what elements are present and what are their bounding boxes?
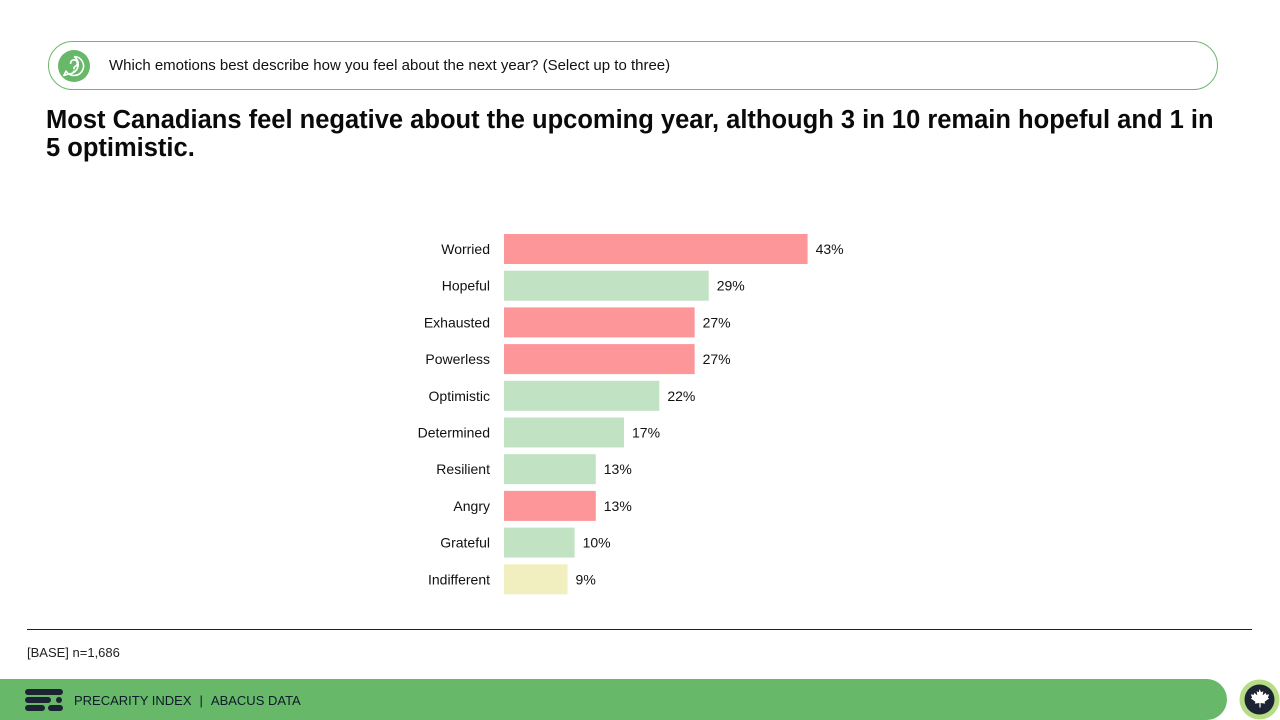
bar-hopeful — [504, 270, 709, 301]
value-label-worried: 43% — [816, 241, 844, 257]
question-bubble-icon — [58, 50, 90, 82]
bar-exhausted — [504, 307, 695, 338]
category-label-grateful: Grateful — [440, 535, 490, 551]
value-label-hopeful: 29% — [717, 278, 745, 294]
footer-text: PRECARITY INDEX | ABACUS DATA — [74, 693, 301, 708]
bar-chart: Worried 43% Hopeful 29% Exhausted 27% Powerles… — [418, 234, 844, 595]
category-label-resilient: Resilient — [436, 461, 490, 477]
category-label-powerless: Powerless — [425, 351, 490, 367]
category-label-angry: Angry — [453, 498, 490, 514]
footer-separator: | — [199, 693, 203, 708]
question-box: Which emotions best describe how you fee… — [48, 41, 1218, 90]
value-label-angry: 13% — [604, 498, 632, 514]
value-label-resilient: 13% — [604, 461, 632, 477]
footer-company: ABACUS DATA — [210, 693, 301, 708]
divider — [27, 629, 1252, 630]
category-label-worried: Worried — [441, 241, 490, 257]
category-label-indifferent: Indifferent — [428, 571, 490, 587]
bar-powerless — [504, 344, 695, 375]
category-label-hopeful: Hopeful — [442, 278, 490, 294]
bar-determined — [504, 417, 625, 448]
bar-optimistic — [504, 380, 660, 411]
bar-indifferent — [504, 564, 568, 595]
question-text: Which emotions best describe how you fee… — [109, 57, 671, 74]
category-label-determined: Determined — [418, 425, 490, 441]
value-label-exhausted: 27% — [703, 314, 731, 330]
bar-worried — [504, 234, 808, 264]
value-label-powerless: 27% — [703, 351, 731, 367]
page-title: Most Canadians feel negative about the u… — [46, 106, 1214, 162]
bar-resilient — [504, 454, 596, 485]
footer-bar: PRECARITY INDEX | ABACUS DATA — [0, 679, 1227, 720]
bar-angry — [504, 490, 596, 521]
value-label-determined: 17% — [632, 425, 660, 441]
base-note: [BASE] n=1,686 — [27, 645, 120, 660]
footer-brand: PRECARITY INDEX — [74, 693, 192, 708]
category-label-optimistic: Optimistic — [429, 388, 490, 404]
value-label-indifferent: 9% — [576, 571, 596, 587]
value-label-optimistic: 22% — [667, 388, 695, 404]
abacus-logo-icon — [25, 689, 63, 711]
maple-leaf-badge-icon — [1239, 679, 1280, 720]
bar-grateful — [504, 527, 575, 558]
category-label-exhausted: Exhausted — [424, 314, 490, 330]
value-label-grateful: 10% — [583, 535, 611, 551]
